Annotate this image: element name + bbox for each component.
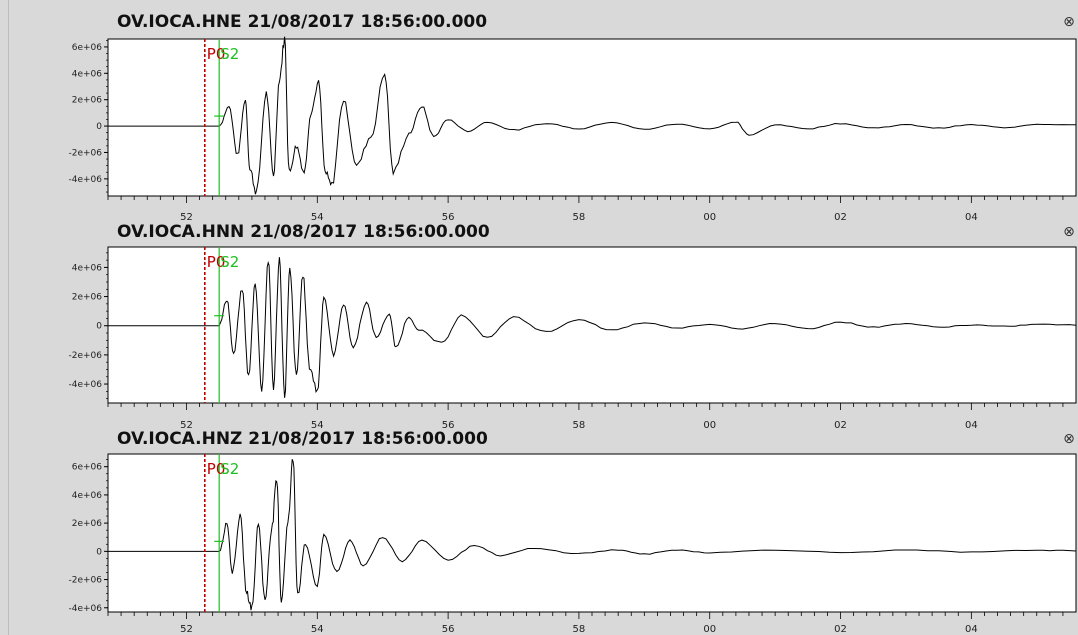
- x-tick-label: 00: [703, 420, 716, 431]
- y-tick-label: 6e+06: [72, 463, 103, 473]
- trace-title-hnn: OV.IOCA.HNN 21/08/2017 18:56:00.000: [117, 222, 490, 242]
- x-tick-label: 52: [180, 624, 193, 635]
- y-tick-label: -2e+06: [68, 576, 102, 586]
- x-tick-label: 04: [965, 420, 978, 431]
- y-tick-label: 2e+06: [72, 96, 103, 106]
- x-tick-label: 54: [311, 420, 324, 431]
- y-tick-label: 4e+06: [72, 491, 103, 501]
- trace-title-hne: OV.IOCA.HNE 21/08/2017 18:56:00.000: [117, 12, 488, 32]
- x-tick-label: 04: [965, 212, 978, 223]
- y-tick-label: 0: [96, 122, 102, 132]
- y-tick-label: -2e+06: [68, 148, 102, 158]
- close-icon[interactable]: ⊗: [1063, 14, 1075, 30]
- x-tick-label: 00: [703, 212, 716, 223]
- waveform-trace: [108, 36, 1077, 195]
- p-pick-label: P0: [207, 45, 226, 63]
- close-icon[interactable]: ⊗: [1063, 431, 1075, 447]
- y-tick-label: 4e+06: [72, 263, 103, 273]
- x-tick-label: 02: [834, 212, 847, 223]
- x-tick-label: 56: [442, 212, 455, 223]
- y-tick-label: 6e+06: [72, 43, 103, 53]
- p-pick-label: P0: [207, 460, 226, 478]
- p-pick-label: P0: [207, 253, 226, 271]
- waveform-trace: [108, 459, 1077, 611]
- x-tick-label: 54: [311, 624, 324, 635]
- x-tick-label: 00: [703, 624, 716, 635]
- x-tick-label: 52: [180, 420, 193, 431]
- trace-title-hnz: OV.IOCA.HNZ 21/08/2017 18:56:00.000: [117, 429, 488, 449]
- y-tick-label: 2e+06: [72, 293, 103, 303]
- trace-plot-hne[interactable]: 6e+06 4e+06 2e+06 0 -2e+06 -4e+06 52 54 56 58 00 02…: [0, 0, 1078, 225]
- s-pick-label: S2: [220, 45, 239, 63]
- x-tick-label: 58: [573, 624, 586, 635]
- close-icon[interactable]: ⊗: [1063, 224, 1075, 240]
- y-tick-label: 0: [96, 322, 102, 332]
- waveform-trace: [108, 257, 1077, 398]
- y-tick-label: -4e+06: [68, 604, 102, 614]
- y-tick-label: -4e+06: [68, 175, 102, 185]
- left-panel-edge: [0, 0, 9, 635]
- x-tick-label: 56: [442, 420, 455, 431]
- y-tick-label: 0: [96, 547, 102, 557]
- y-tick-label: 4e+06: [72, 69, 103, 79]
- y-tick-label: 2e+06: [72, 519, 103, 529]
- s-pick-label: S2: [220, 460, 239, 478]
- x-tick-label: 58: [573, 420, 586, 431]
- x-tick-label: 54: [311, 212, 324, 223]
- x-tick-label: 52: [180, 212, 193, 223]
- x-tick-label: 04: [965, 624, 978, 635]
- y-tick-label: -2e+06: [68, 351, 102, 361]
- x-tick-label: 02: [834, 624, 847, 635]
- s-pick-label: S2: [220, 253, 239, 271]
- plot-area: [107, 453, 1077, 613]
- x-tick-label: 58: [573, 212, 586, 223]
- x-tick-label: 56: [442, 624, 455, 635]
- x-tick-label: 02: [834, 420, 847, 431]
- y-tick-label: -4e+06: [68, 380, 102, 390]
